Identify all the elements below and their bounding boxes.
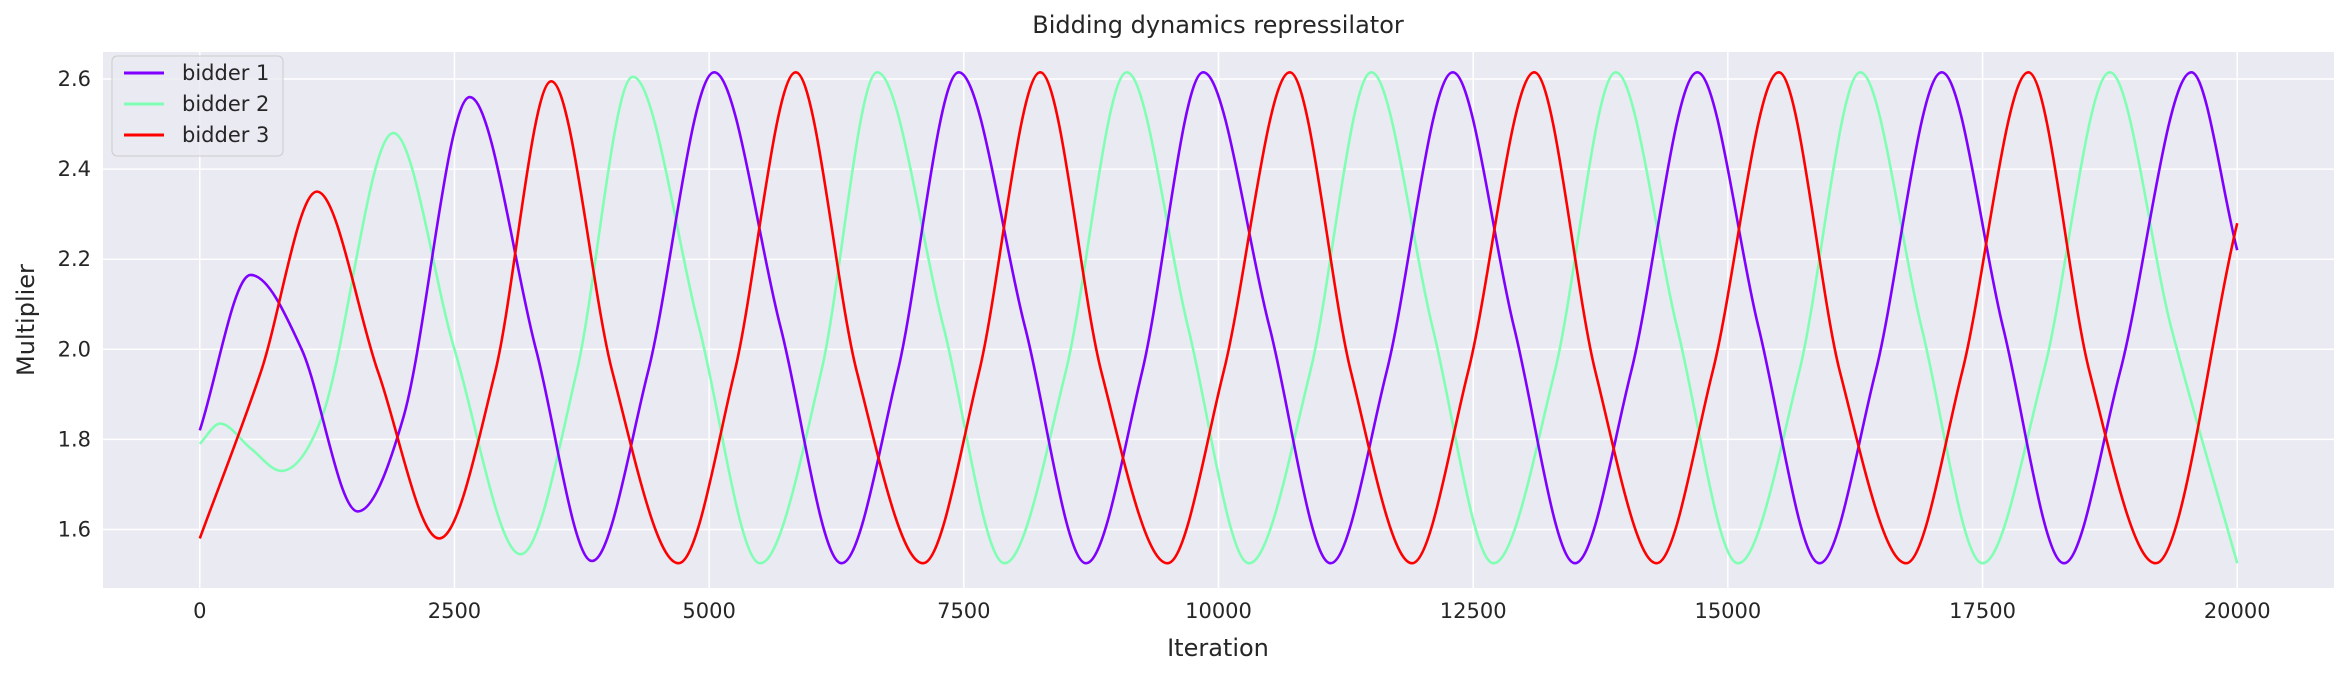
y-tick-label: 1.8 (58, 427, 91, 451)
series-line-bidder-3 (198, 70, 2239, 565)
y-tick-label: 2.6 (58, 67, 91, 91)
x-tick-label: 15000 (1694, 599, 1761, 623)
x-tick-label: 10000 (1185, 599, 1252, 623)
legend: bidder 1 bidder 2 bidder 3 (111, 55, 284, 157)
x-tick-label: 5000 (682, 599, 735, 623)
legend-label-bidder-2: bidder 2 (182, 92, 269, 116)
y-tick-label: 2.2 (58, 247, 91, 271)
x-tick-label: 2500 (428, 599, 481, 623)
y-tick-label: 2.0 (58, 337, 91, 361)
legend-label-bidder-1: bidder 1 (182, 61, 269, 85)
x-tick-label: 17500 (1949, 599, 2016, 623)
series-lines (198, 70, 2239, 565)
y-axis-label: Multiplier (12, 264, 40, 376)
y-tick-label: 1.6 (58, 517, 91, 541)
series-line-bidder-1 (198, 70, 2239, 565)
x-axis-label: Iteration (1167, 634, 1269, 662)
legend-box (111, 55, 284, 157)
tick-labels: 0 2500 5000 7500 10000 12500 15000 17500 20000 1.… (58, 67, 2271, 623)
legend-label-bidder-3: bidder 3 (182, 123, 269, 147)
y-tick-label: 2.4 (58, 157, 91, 181)
x-tick-label: 0 (193, 599, 206, 623)
x-tick-label: 20000 (2204, 599, 2271, 623)
grid-lines (103, 52, 2334, 588)
x-tick-label: 12500 (1440, 599, 1507, 623)
series-line-bidder-2 (198, 70, 2239, 565)
x-tick-label: 7500 (937, 599, 990, 623)
chart-title: Bidding dynamics repressilator (1032, 11, 1404, 39)
